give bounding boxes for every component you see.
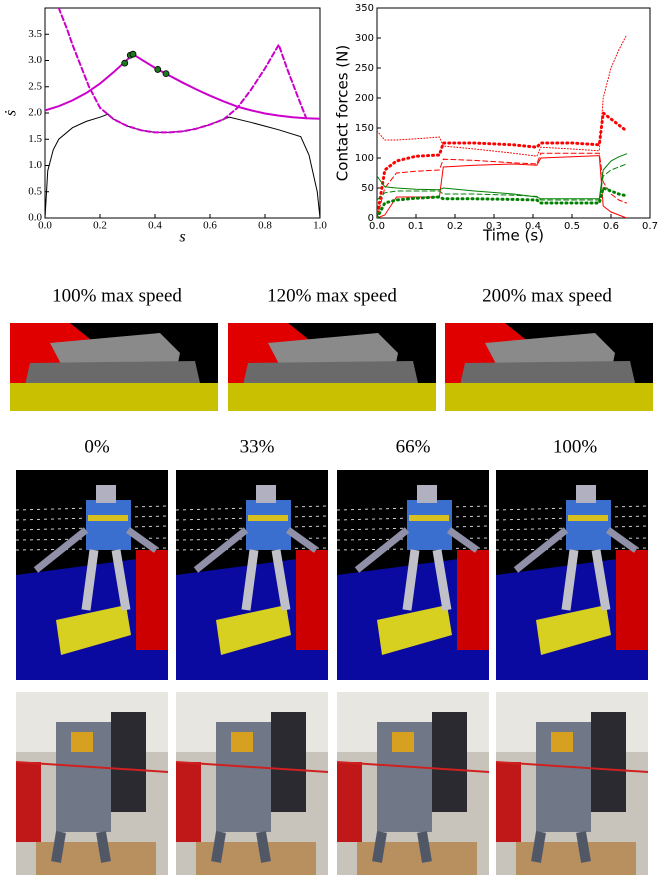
robot-photo (496, 692, 648, 875)
y-tick-label: 1.5 (28, 133, 42, 145)
phase-plane-chart: 0.0 0.2 0.4 0.6 0.8 1.0 0.0 0.5 1.0 1.5 2.0 2.5 3.0 3… (3, 7, 327, 246)
x-tick-label: 0.3 (486, 221, 502, 232)
plot-frame (376, 7, 651, 219)
x-tick-label: 0.0 (369, 221, 385, 232)
series-line (45, 52, 320, 120)
series-line (377, 34, 628, 157)
x-tick-label: 0.5 (564, 221, 580, 232)
series-line (45, 113, 320, 218)
y-tick-label: 200 (355, 93, 374, 104)
series-line (377, 155, 628, 218)
x-tick-label: 0.2 (93, 220, 107, 232)
y-tick-label: 1.0 (28, 159, 42, 171)
series-line (377, 152, 628, 218)
robot-photo (337, 692, 489, 875)
series-line (57, 8, 308, 134)
contact-force-chart: 0.0 0.1 0.2 0.3 0.4 0.5 0.6 0.7 0 50 100 150 200 250 3… (334, 3, 658, 245)
x-axis-label: Time (s) (482, 227, 544, 245)
progress-caption: 66% (396, 436, 431, 457)
y-tick-label: 50 (361, 183, 374, 194)
x-tick-label: 0.1 (408, 221, 424, 232)
progress-caption: 0% (84, 436, 110, 457)
x-tick-label: 0.2 (447, 221, 463, 232)
speed-caption: 200% max speed (482, 285, 612, 306)
x-tick-label: 0.0 (38, 220, 52, 232)
y-tick-label: 250 (355, 63, 374, 74)
x-tick-label: 1.0 (313, 220, 327, 232)
y-tick-label: 0 (368, 213, 374, 224)
simulation-image (176, 470, 328, 680)
x-tick-label: 0.7 (642, 221, 658, 232)
y-tick-label: 300 (355, 33, 374, 44)
progress-caption: 33% (240, 436, 275, 457)
series-line (377, 163, 628, 201)
y-tick-label: 0.5 (28, 185, 42, 197)
foot-image (445, 323, 653, 411)
y-tick-label: 350 (355, 3, 374, 14)
point (154, 66, 162, 73)
speed-caption: 100% max speed (52, 285, 182, 306)
x-tick-label: 0.4 (148, 220, 162, 232)
plot-area (45, 8, 320, 218)
y-tick-label: 100 (355, 153, 374, 164)
y-tick-label: 3.5 (28, 28, 42, 40)
simulation-image (496, 470, 648, 680)
y-tick-label: 2.5 (28, 80, 42, 92)
point (129, 50, 137, 58)
simulation-image (337, 470, 489, 680)
plot-frame (44, 7, 321, 219)
y-tick-label: 0.0 (28, 212, 42, 224)
y-tick-label: 150 (355, 123, 374, 134)
simulation-image (16, 470, 168, 680)
point (162, 70, 170, 78)
robot-photo (16, 692, 168, 875)
x-tick-label: 0.4 (525, 221, 541, 232)
y-tick-label: 3.0 (28, 54, 42, 66)
foot-image (228, 323, 436, 411)
foot-image (10, 323, 218, 411)
series-line (377, 185, 629, 218)
point (121, 59, 129, 67)
series-line (377, 110, 629, 218)
robot-photo (176, 692, 328, 875)
plot-area (377, 34, 629, 218)
y-axis-label: ṡ (3, 110, 20, 116)
speed-caption: 120% max speed (267, 285, 397, 306)
x-tick-label: 0.6 (603, 221, 619, 232)
x-axis-label: s (179, 229, 185, 246)
y-axis-label: Contact forces (N) (334, 45, 352, 181)
progress-caption: 100% (553, 436, 598, 457)
y-tick-label: 2.0 (28, 107, 42, 119)
x-tick-label: 0.8 (258, 220, 272, 232)
series-line (377, 153, 628, 200)
x-tick-label: 0.6 (203, 220, 217, 232)
